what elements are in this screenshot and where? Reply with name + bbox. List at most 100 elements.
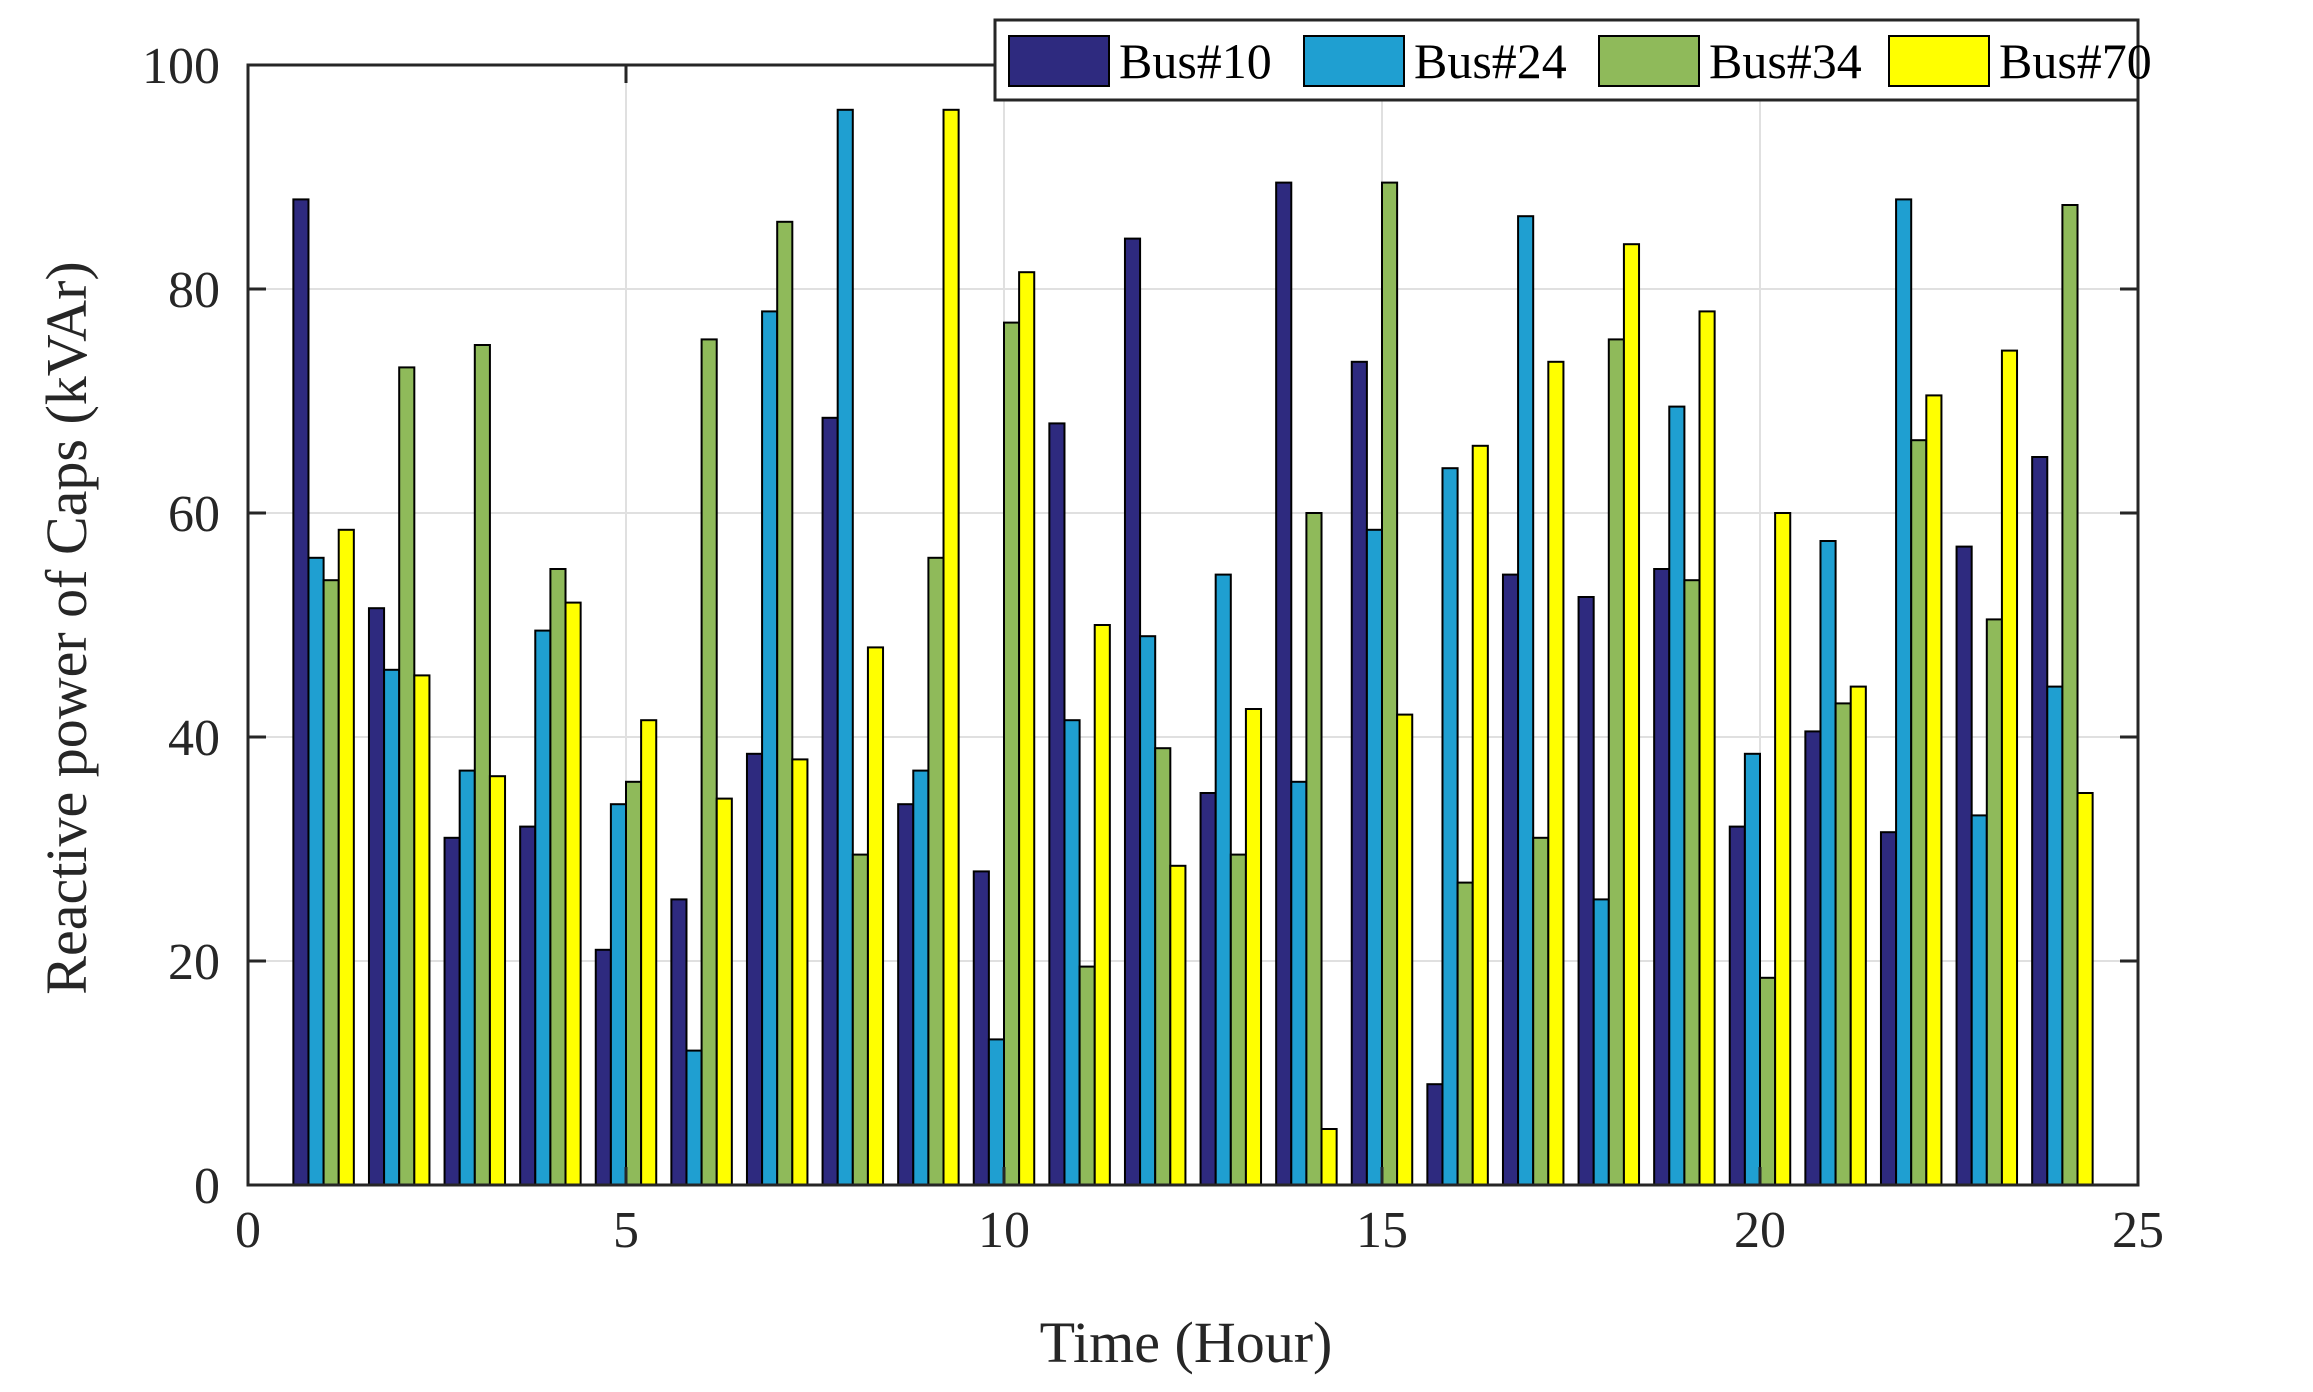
bar-bus24-hour-17 bbox=[1517, 215, 1535, 1186]
bar-bus70-hour-18 bbox=[1622, 243, 1641, 1186]
bar-bus10-hour-6 bbox=[670, 898, 688, 1187]
bar-bus34-hour-17 bbox=[1532, 836, 1550, 1186]
y-tick-label: 20 bbox=[168, 934, 220, 991]
bar-bus34-hour-3 bbox=[473, 344, 491, 1186]
legend-swatch bbox=[1598, 35, 1700, 87]
y-tick-label: 80 bbox=[168, 262, 220, 319]
bar-bus10-hour-23 bbox=[1955, 545, 1973, 1186]
bar-bus24-hour-11 bbox=[1063, 719, 1081, 1186]
bar-bus24-hour-2 bbox=[383, 668, 401, 1186]
bar-bus34-hour-23 bbox=[1985, 618, 2003, 1186]
bar-bus10-hour-5 bbox=[594, 948, 612, 1186]
bar-bus10-hour-1 bbox=[292, 198, 310, 1186]
y-tick-label: 60 bbox=[168, 486, 220, 543]
x-tick-labels: 0 5 10 15 20 25 bbox=[235, 1202, 2164, 1259]
bar-bus34-hour-24 bbox=[2061, 204, 2079, 1186]
bar-bus34-hour-8 bbox=[851, 853, 869, 1186]
bar-bus10-hour-7 bbox=[745, 752, 764, 1186]
bar-bus70-hour-13 bbox=[1244, 708, 1263, 1186]
bar-bus70-hour-3 bbox=[488, 775, 507, 1186]
legend-label: Bus#10 bbox=[1119, 33, 1272, 89]
bar-bus24-hour-5 bbox=[609, 803, 628, 1186]
bar-bus70-hour-11 bbox=[1093, 624, 1111, 1186]
bar-bus24-hour-24 bbox=[2046, 685, 2064, 1186]
bar-bus24-hour-1 bbox=[307, 556, 325, 1186]
bar-bus70-hour-15 bbox=[1396, 713, 1414, 1186]
y-tick-label: 40 bbox=[168, 710, 220, 767]
bar-bus10-hour-24 bbox=[2031, 456, 2049, 1186]
bar-bus70-hour-22 bbox=[1925, 394, 1943, 1186]
bar-bus10-hour-14 bbox=[1275, 181, 1293, 1187]
bar-bus10-hour-9 bbox=[897, 803, 915, 1186]
bar-bus10-hour-11 bbox=[1048, 422, 1066, 1186]
y-tick-label: 0 bbox=[194, 1158, 220, 1215]
y-axis-title: Reactive power of Caps (kVAr) bbox=[34, 261, 99, 994]
bar-bus24-hour-12 bbox=[1139, 635, 1157, 1186]
bar-bus34-hour-14 bbox=[1305, 512, 1323, 1186]
legend-label: Bus#70 bbox=[1999, 33, 2152, 89]
bar-bus24-hour-8 bbox=[836, 108, 854, 1186]
bar-bus70-hour-2 bbox=[413, 674, 431, 1187]
bar-bus24-hour-23 bbox=[1970, 814, 1988, 1187]
bar-bus34-hour-6 bbox=[700, 338, 718, 1186]
bar-bus70-hour-6 bbox=[715, 797, 733, 1186]
bar-bus24-hour-20 bbox=[1743, 752, 1762, 1186]
bar-bus10-hour-22 bbox=[1879, 831, 1898, 1186]
x-tick-label: 25 bbox=[2112, 1202, 2164, 1259]
bar-bus24-hour-22 bbox=[1895, 198, 1913, 1186]
bar-bus70-hour-5 bbox=[640, 719, 658, 1186]
legend: Bus#10 Bus#24 Bus#34 Bus#70 bbox=[993, 18, 2152, 102]
bar-bus10-hour-13 bbox=[1199, 792, 1217, 1186]
bar-bus70-hour-17 bbox=[1547, 360, 1565, 1186]
bar-bus24-hour-9 bbox=[912, 769, 930, 1186]
bar-bus34-hour-5 bbox=[625, 780, 643, 1186]
bar-bus34-hour-12 bbox=[1154, 747, 1172, 1186]
bar-bus34-hour-20 bbox=[1759, 976, 1777, 1186]
bar-bus34-hour-10 bbox=[1003, 321, 1021, 1187]
bar-bus70-hour-19 bbox=[1698, 310, 1716, 1186]
bar-bus34-hour-21 bbox=[1834, 702, 1852, 1187]
bar-bus10-hour-15 bbox=[1350, 360, 1368, 1186]
bar-bus24-hour-19 bbox=[1668, 405, 1686, 1187]
bar-bus10-hour-21 bbox=[1804, 730, 1822, 1187]
bars bbox=[292, 108, 2094, 1187]
bar-bus70-hour-24 bbox=[2076, 792, 2094, 1186]
bar-bus70-hour-14 bbox=[1320, 1128, 1338, 1186]
bar-bus10-hour-17 bbox=[1501, 573, 1520, 1186]
bar-bus24-hour-16 bbox=[1441, 467, 1459, 1186]
x-tick-label: 15 bbox=[1356, 1202, 1408, 1259]
bar-bus34-hour-13 bbox=[1229, 853, 1247, 1186]
y-tick-label: 100 bbox=[142, 38, 220, 95]
bar-bus70-hour-12 bbox=[1169, 864, 1187, 1186]
bar-bus34-hour-2 bbox=[398, 366, 416, 1186]
bar-bus70-hour-23 bbox=[2000, 349, 2019, 1187]
bar-bus34-hour-9 bbox=[927, 556, 945, 1186]
bar-bus10-hour-4 bbox=[519, 825, 537, 1186]
bar-bus34-hour-4 bbox=[549, 568, 567, 1186]
x-tick-label: 20 bbox=[1734, 1202, 1786, 1259]
bar-bus10-hour-19 bbox=[1653, 568, 1671, 1186]
bar-bus70-hour-10 bbox=[1018, 271, 1036, 1186]
bar-bus34-hour-15 bbox=[1381, 181, 1399, 1187]
bar-bus24-hour-13 bbox=[1214, 573, 1232, 1186]
bar-bus70-hour-7 bbox=[791, 758, 809, 1187]
legend-swatch bbox=[1888, 35, 1990, 87]
legend-swatch bbox=[1303, 35, 1405, 87]
bar-bus34-hour-19 bbox=[1683, 579, 1701, 1186]
bar-bus24-hour-15 bbox=[1365, 528, 1384, 1186]
legend-label: Bus#34 bbox=[1709, 33, 1862, 89]
bar-bus70-hour-21 bbox=[1849, 685, 1867, 1186]
bar-bus10-hour-18 bbox=[1577, 596, 1595, 1186]
x-tick-label: 0 bbox=[235, 1202, 261, 1259]
bar-bus24-hour-4 bbox=[534, 629, 552, 1186]
bar-bus10-hour-8 bbox=[821, 416, 839, 1186]
bar-bus24-hour-10 bbox=[987, 1038, 1006, 1187]
bar-bus24-hour-18 bbox=[1592, 898, 1610, 1187]
bar-bus24-hour-14 bbox=[1290, 780, 1308, 1186]
legend-label: Bus#24 bbox=[1414, 33, 1567, 89]
x-axis-title: Time (Hour) bbox=[1040, 1310, 1333, 1375]
x-tick-label: 5 bbox=[613, 1202, 639, 1259]
bar-bus70-hour-16 bbox=[1471, 444, 1489, 1186]
bar-bus70-hour-4 bbox=[564, 601, 582, 1186]
